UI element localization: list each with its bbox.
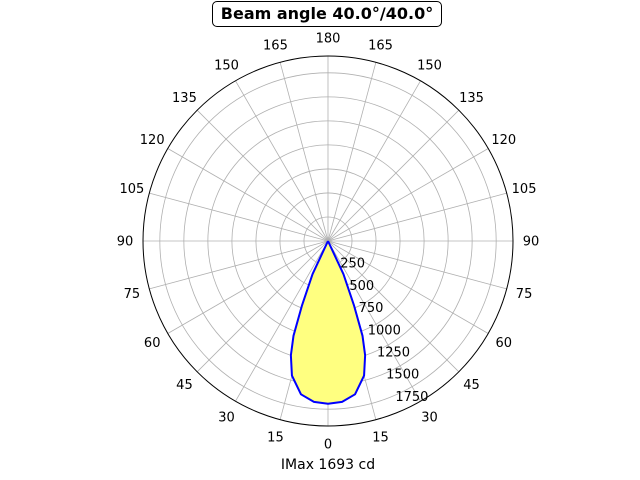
- angle-tick-label-9: 45: [463, 378, 480, 393]
- angle-tick-label-15: 45: [176, 378, 193, 393]
- radial-tick-label-4: 1250: [377, 345, 410, 360]
- chart-title: Beam angle 40.0°/40.0°: [212, 1, 442, 27]
- angle-tick-label-6: 90: [523, 235, 540, 250]
- angle-tick-label-3: 135: [459, 91, 484, 106]
- angular-gridline-4: [327, 148, 489, 242]
- angle-tick-label-0: 180: [316, 32, 341, 47]
- angle-tick-label-1: 165: [368, 38, 393, 53]
- series-fill-0: [290, 241, 366, 404]
- radial-tick-label-2: 750: [359, 301, 384, 316]
- angular-gridline-22: [235, 80, 329, 242]
- angle-tick-label-4: 120: [491, 133, 516, 148]
- angular-gridline-20: [167, 148, 329, 242]
- angle-tick-label-8: 60: [496, 336, 513, 351]
- angular-gridline-21: [196, 109, 329, 242]
- series-line-0: [289, 240, 367, 405]
- radial-tick-label-1: 500: [349, 279, 374, 294]
- angle-tick-label-23: 165: [263, 38, 288, 53]
- x-axis-label: IMax 1693 cd: [280, 457, 376, 473]
- angular-gridline-10: [327, 240, 421, 402]
- angle-tick-label-13: 15: [267, 431, 284, 446]
- angle-tick-label-18: 90: [117, 235, 134, 250]
- angle-tick-label-16: 60: [144, 336, 161, 351]
- angular-gridline-23: [279, 62, 329, 242]
- angular-gridline-16: [167, 240, 329, 334]
- angular-gridline-5: [327, 192, 507, 242]
- angle-tick-label-17: 75: [124, 287, 141, 302]
- radial-tick-label-6: 1750: [395, 390, 428, 405]
- angular-gridline-8: [327, 240, 489, 334]
- angle-tick-label-2: 150: [417, 59, 442, 74]
- radial-tick-label-5: 1500: [386, 368, 419, 383]
- angle-tick-label-20: 120: [140, 133, 165, 148]
- angular-gridline-15: [196, 240, 329, 373]
- polar-frame: [142, 55, 514, 427]
- angle-tick-label-12: 0: [324, 438, 332, 453]
- angular-gridline-19: [149, 192, 329, 242]
- angle-tick-label-21: 135: [172, 91, 197, 106]
- radial-tick-label-0: 250: [340, 257, 365, 272]
- angular-gridline-1: [327, 62, 377, 242]
- angle-tick-label-14: 30: [218, 410, 235, 425]
- angle-tick-label-5: 105: [512, 182, 537, 197]
- angle-tick-label-11: 15: [372, 431, 389, 446]
- angular-gridline-17: [149, 240, 329, 290]
- angular-gridline-2: [327, 80, 421, 242]
- angular-gridline-3: [327, 109, 460, 242]
- angular-gridline-9: [327, 240, 460, 373]
- angle-tick-label-10: 30: [421, 410, 438, 425]
- radial-tick-label-3: 1000: [368, 323, 401, 338]
- angular-gridline-14: [235, 240, 329, 402]
- angle-tick-label-22: 150: [214, 59, 239, 74]
- angle-tick-label-7: 75: [516, 287, 533, 302]
- angular-gridline-7: [327, 240, 507, 290]
- angle-tick-label-19: 105: [120, 182, 145, 197]
